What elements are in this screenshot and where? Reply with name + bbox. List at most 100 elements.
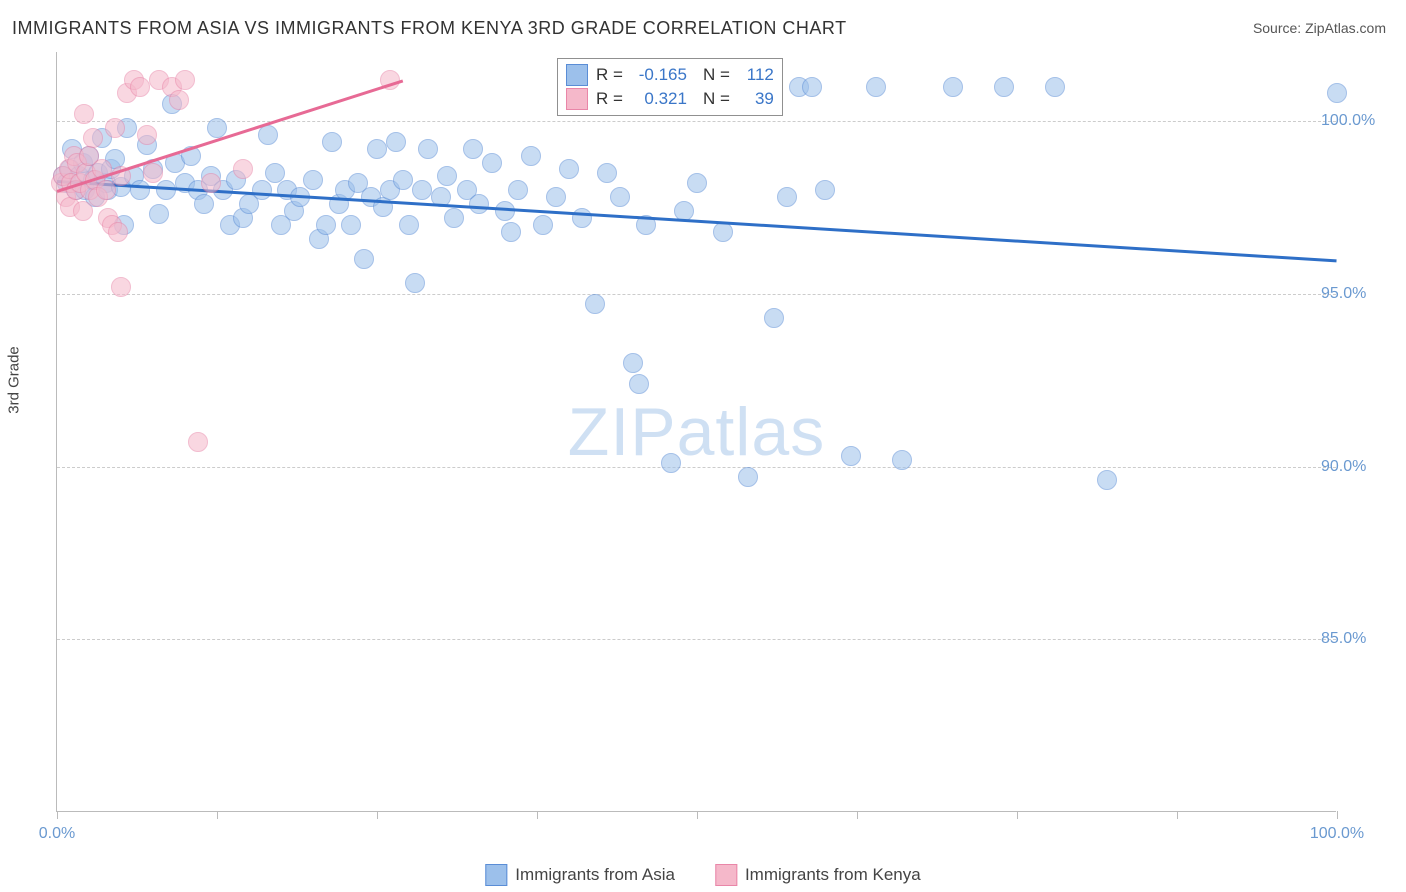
y-tick-label: 85.0% — [1321, 630, 1391, 648]
legend-swatch — [485, 864, 507, 886]
scatter-point — [137, 125, 157, 145]
scatter-point — [559, 159, 579, 179]
x-tick — [857, 811, 858, 819]
scatter-point — [405, 273, 425, 293]
scatter-point — [367, 139, 387, 159]
scatter-point — [233, 159, 253, 179]
scatter-point — [393, 170, 413, 190]
source-prefix: Source: — [1253, 20, 1305, 36]
scatter-point — [1327, 83, 1347, 103]
gridline — [57, 639, 1336, 640]
r-value: 0.321 — [631, 89, 687, 109]
legend-swatch — [566, 64, 588, 86]
scatter-point — [610, 187, 630, 207]
n-value: 39 — [738, 89, 774, 109]
scatter-point — [73, 201, 93, 221]
chart-container: IMMIGRANTS FROM ASIA VS IMMIGRANTS FROM … — [0, 0, 1406, 892]
scatter-point — [143, 163, 163, 183]
scatter-point — [866, 77, 886, 97]
scatter-point — [322, 132, 342, 152]
scatter-point — [156, 180, 176, 200]
scatter-point — [572, 208, 592, 228]
n-label: N = — [703, 65, 730, 85]
scatter-point — [399, 215, 419, 235]
scatter-point — [96, 180, 116, 200]
legend-label: Immigrants from Kenya — [745, 865, 921, 885]
correlation-legend: R = -0.165 N = 112 R = 0.321 N = 39 — [557, 58, 783, 116]
scatter-point — [597, 163, 617, 183]
scatter-point — [316, 215, 336, 235]
scatter-point — [802, 77, 822, 97]
scatter-point — [546, 187, 566, 207]
n-value: 112 — [738, 65, 774, 85]
scatter-point — [175, 70, 195, 90]
source-link[interactable]: ZipAtlas.com — [1305, 20, 1386, 36]
scatter-point — [265, 163, 285, 183]
scatter-point — [585, 294, 605, 314]
scatter-point — [623, 353, 643, 373]
x-tick — [697, 811, 698, 819]
scatter-point — [892, 450, 912, 470]
scatter-point — [738, 467, 758, 487]
gridline — [57, 121, 1336, 122]
scatter-point — [412, 180, 432, 200]
scatter-point — [201, 173, 221, 193]
scatter-point — [943, 77, 963, 97]
r-label: R = — [596, 65, 623, 85]
r-label: R = — [596, 89, 623, 109]
y-axis-label: 3rd Grade — [6, 346, 23, 414]
scatter-point — [994, 77, 1014, 97]
scatter-point — [111, 277, 131, 297]
x-tick — [57, 811, 58, 819]
x-tick — [377, 811, 378, 819]
scatter-point — [841, 446, 861, 466]
n-label: N = — [703, 89, 730, 109]
legend-swatch — [566, 88, 588, 110]
scatter-point — [687, 173, 707, 193]
scatter-point — [777, 187, 797, 207]
y-tick-label: 90.0% — [1321, 458, 1391, 476]
scatter-point — [258, 125, 278, 145]
x-tick — [1177, 811, 1178, 819]
scatter-point — [495, 201, 515, 221]
scatter-point — [188, 432, 208, 452]
scatter-point — [469, 194, 489, 214]
x-tick — [537, 811, 538, 819]
plot-area: ZIPatlas 85.0%90.0%95.0%100.0%0.0%100.0%… — [56, 52, 1336, 812]
scatter-point — [1045, 77, 1065, 97]
x-tick — [217, 811, 218, 819]
y-tick-label: 100.0% — [1321, 112, 1391, 130]
scatter-point — [444, 208, 464, 228]
correlation-legend-row: R = -0.165 N = 112 — [566, 63, 774, 87]
scatter-point — [418, 139, 438, 159]
scatter-point — [130, 77, 150, 97]
scatter-point — [194, 194, 214, 214]
legend-swatch — [715, 864, 737, 886]
legend-label: Immigrants from Asia — [515, 865, 675, 885]
r-value: -0.165 — [631, 65, 687, 85]
source-attribution: Source: ZipAtlas.com — [1253, 20, 1386, 36]
scatter-point — [661, 453, 681, 473]
x-tick-label: 100.0% — [1310, 825, 1364, 843]
scatter-point — [207, 118, 227, 138]
scatter-point — [74, 104, 94, 124]
scatter-point — [815, 180, 835, 200]
scatter-point — [252, 180, 272, 200]
scatter-point — [341, 215, 361, 235]
scatter-point — [713, 222, 733, 242]
scatter-point — [386, 132, 406, 152]
scatter-point — [149, 204, 169, 224]
scatter-point — [764, 308, 784, 328]
gridline — [57, 294, 1336, 295]
scatter-point — [105, 118, 125, 138]
x-tick-label: 0.0% — [39, 825, 75, 843]
legend-item: Immigrants from Asia — [485, 864, 675, 886]
scatter-point — [354, 249, 374, 269]
scatter-point — [108, 222, 128, 242]
legend-bottom: Immigrants from Asia Immigrants from Keny… — [485, 864, 920, 886]
gridline — [57, 467, 1336, 468]
scatter-point — [482, 153, 502, 173]
scatter-point — [437, 166, 457, 186]
scatter-point — [508, 180, 528, 200]
scatter-point — [533, 215, 553, 235]
